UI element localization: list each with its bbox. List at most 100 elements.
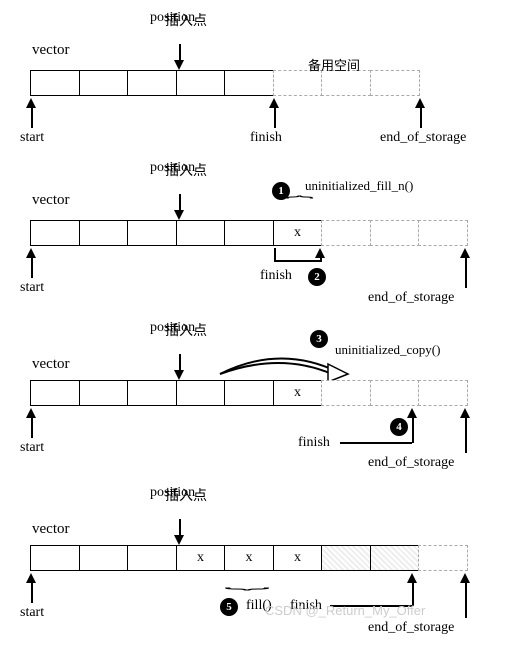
- copy-arrow-icon: [210, 350, 350, 384]
- cell-shaded: [370, 545, 420, 571]
- eos-label: end_of_storage: [368, 290, 454, 306]
- cell-dashed: [370, 70, 420, 96]
- finish-arrow: [315, 248, 325, 258]
- cell: [79, 70, 129, 96]
- cell-x: x: [273, 220, 323, 246]
- start-line: [31, 108, 33, 128]
- cell: [30, 380, 80, 406]
- start-label: start: [20, 440, 44, 456]
- finish-line-up2: [320, 258, 322, 262]
- cell: [79, 380, 129, 406]
- position-arrow-head: [174, 535, 184, 545]
- cell: [176, 380, 226, 406]
- fn-label: uninitialized_copy(): [335, 342, 440, 358]
- brace-icon: ⏞: [285, 195, 314, 211]
- cell-dashed: [370, 220, 420, 246]
- position-label: position: [150, 10, 195, 26]
- stage-1: 插入点 position vector 备用空间 start finish en…: [10, 10, 501, 160]
- position-arrow-head: [174, 210, 184, 220]
- cell: [79, 545, 129, 571]
- position-label: position: [150, 320, 195, 336]
- cells-row: x: [30, 380, 468, 406]
- finish-arrow: [407, 408, 417, 418]
- cell-x: x: [224, 545, 274, 571]
- start-line: [31, 583, 33, 603]
- cell-dashed: [321, 380, 371, 406]
- cell: [224, 70, 274, 96]
- cell: [30, 70, 80, 96]
- stage-2: 插入点 position vector 1 ⏞ uninitialized_fi…: [10, 160, 501, 320]
- step-5-badge: 5: [220, 598, 238, 616]
- cells-row: [30, 70, 420, 96]
- cell-dashed: [418, 220, 468, 246]
- start-arrow: [26, 98, 36, 108]
- cell-dashed: [418, 380, 468, 406]
- finish-arrow: [407, 573, 417, 583]
- stage-3: 插入点 position vector 3 uninitialized_copy…: [10, 320, 501, 485]
- eos-label: end_of_storage: [368, 620, 454, 636]
- cell: [30, 220, 80, 246]
- finish-label: finish: [260, 268, 292, 284]
- start-arrow: [26, 408, 36, 418]
- stage-4: 插入点 position vector x x x start ⏞ 5 fill…: [10, 485, 501, 645]
- cells-row: x: [30, 220, 468, 246]
- spare-label: 备用空间: [308, 55, 360, 74]
- position-label: position: [150, 485, 195, 501]
- cell: [224, 380, 274, 406]
- finish-bend: [274, 260, 320, 262]
- step-4-badge: 4: [390, 418, 408, 436]
- eos-arrow: [460, 573, 470, 583]
- fn-label: uninitialized_fill_n(): [305, 178, 413, 194]
- watermark: CSDN @_Return_My_Offer: [265, 603, 425, 618]
- finish-arrow: [269, 98, 279, 108]
- cell: [79, 220, 129, 246]
- finish-label: finish: [250, 130, 282, 146]
- cell: [127, 380, 177, 406]
- eos-line: [465, 583, 467, 618]
- vector-label: vector: [32, 42, 69, 59]
- eos-arrow: [415, 98, 425, 108]
- finish-label: finish: [298, 435, 330, 451]
- start-arrow: [26, 573, 36, 583]
- cell-x: x: [273, 380, 323, 406]
- eos-label: end_of_storage: [368, 455, 454, 471]
- position-arrow-head: [174, 370, 184, 380]
- vector-label: vector: [32, 521, 69, 538]
- cell: [176, 220, 226, 246]
- start-arrow: [26, 248, 36, 258]
- step-2-badge: 2: [308, 268, 326, 286]
- vector-label: vector: [32, 356, 69, 373]
- cell: [224, 220, 274, 246]
- eos-arrow: [460, 408, 470, 418]
- vector-label: vector: [32, 192, 69, 209]
- position-label: position: [150, 160, 195, 176]
- start-label: start: [20, 280, 44, 296]
- cell-x: x: [273, 545, 323, 571]
- start-line: [31, 418, 33, 438]
- cell: [30, 545, 80, 571]
- cell: [127, 545, 177, 571]
- start-label: start: [20, 605, 44, 621]
- position-arrow-head: [174, 60, 184, 70]
- cell: [127, 220, 177, 246]
- finish-bend: [340, 442, 412, 444]
- step-3-badge: 3: [310, 330, 328, 348]
- eos-label: end_of_storage: [380, 130, 466, 146]
- cell-x: x: [176, 545, 226, 571]
- start-label: start: [20, 130, 44, 146]
- cells-row: x x x: [30, 545, 468, 571]
- cell-dashed: [321, 220, 371, 246]
- eos-arrow: [460, 248, 470, 258]
- start-line: [31, 258, 33, 278]
- eos-line: [465, 418, 467, 453]
- eos-line: [465, 258, 467, 288]
- brace-icon: ⏞: [223, 575, 269, 591]
- cell-shaded: [321, 545, 371, 571]
- cell: [176, 70, 226, 96]
- finish-line-up: [274, 248, 276, 260]
- cell: [127, 70, 177, 96]
- cell-dashed: [370, 380, 420, 406]
- eos-line: [420, 108, 422, 128]
- cell-dashed: [418, 545, 468, 571]
- finish-up: [412, 418, 414, 443]
